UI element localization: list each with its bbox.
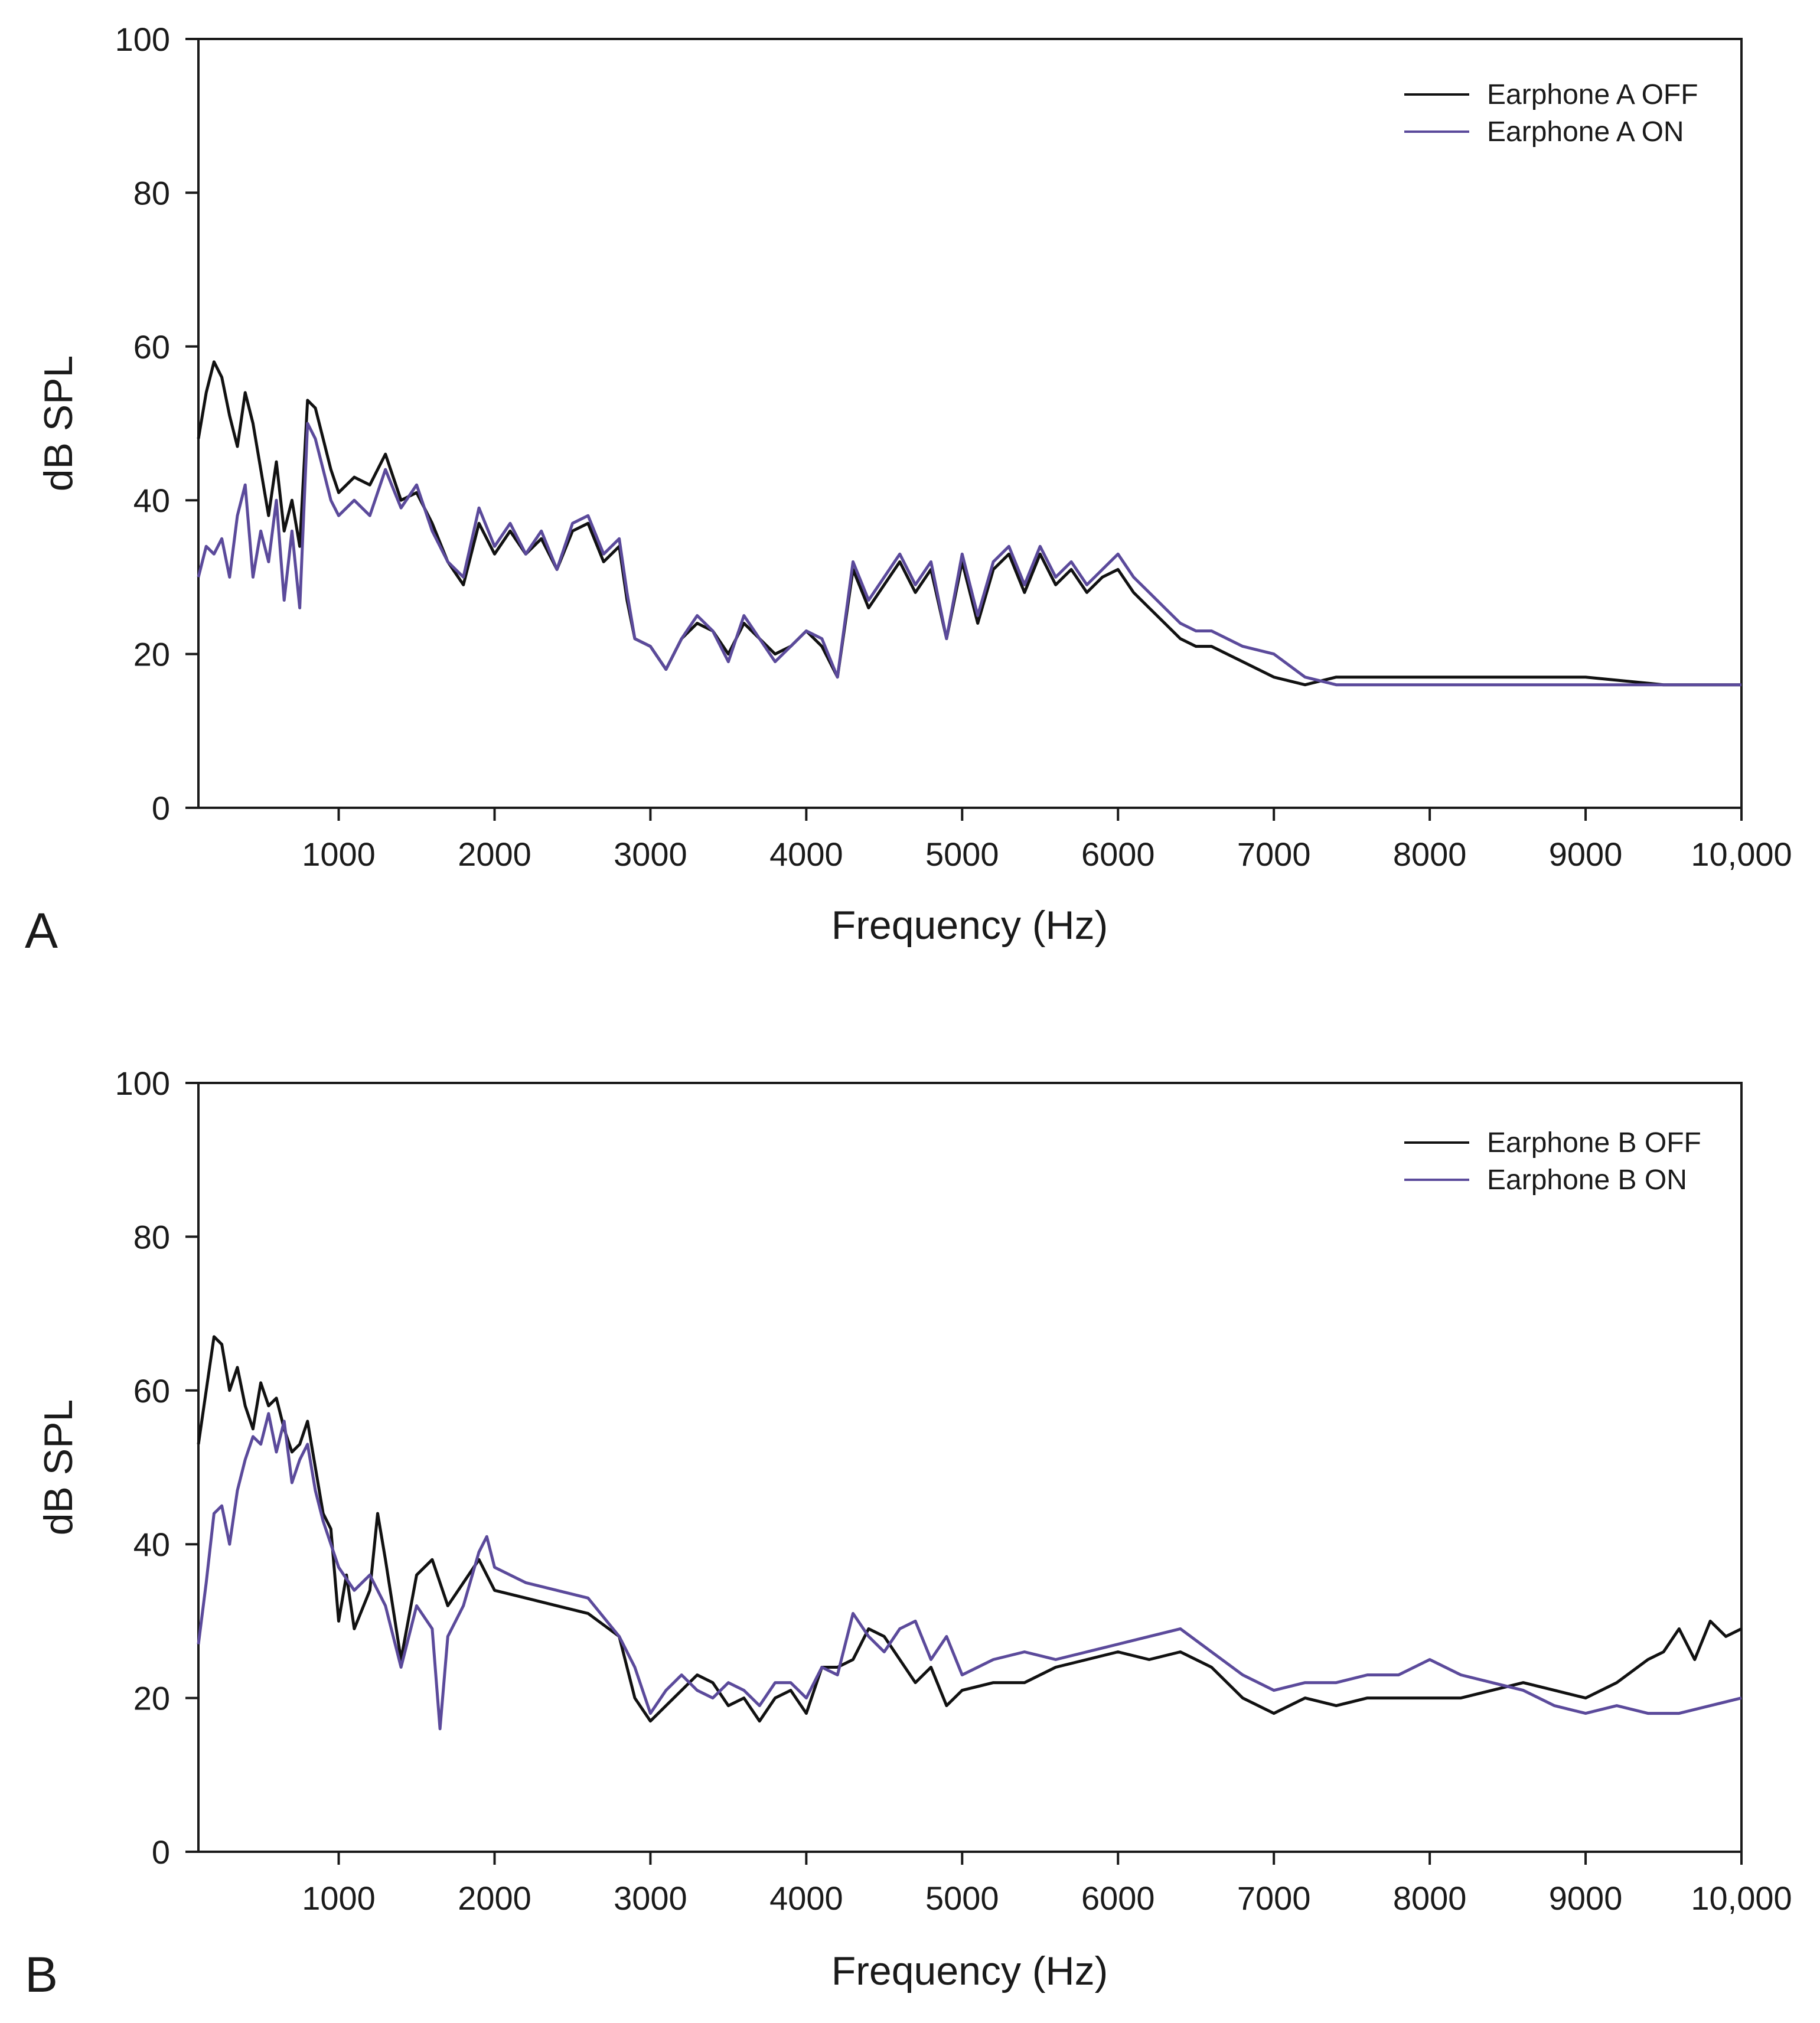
legend-label-on: Earphone A ON (1487, 116, 1684, 148)
x-tick-label: 6000 (1081, 836, 1155, 873)
y-axis-title: dB SPL (36, 355, 81, 492)
x-tick-label: 8000 (1393, 836, 1467, 873)
y-tick-label: 80 (133, 1218, 170, 1255)
legend-label-on: Earphone B ON (1487, 1164, 1687, 1196)
x-tick-label: 5000 (925, 1880, 999, 1917)
x-tick-label: 3000 (614, 1880, 687, 1917)
series-line-earphone-a-off (197, 360, 1741, 687)
legend: Earphone A OFF Earphone A ON (1404, 79, 1698, 148)
series-layer (197, 1335, 1743, 1731)
x-tick-label: 4000 (769, 836, 843, 873)
y-axis: 0 20 40 60 80 100 (115, 21, 198, 827)
x-axis: 1000 2000 3000 4000 5000 6000 7000 8000 9000 10,0… (302, 808, 1792, 873)
x-tick-label: 2000 (458, 836, 531, 873)
x-tick-label: 7000 (1237, 836, 1311, 873)
plot-frame (197, 38, 1743, 809)
y-tick-label: 20 (133, 636, 170, 673)
y-axis-title: dB SPL (36, 1399, 81, 1536)
series-line-earphone-b-off (197, 1335, 1743, 1723)
y-tick-label: 60 (133, 1372, 170, 1409)
x-tick-label: 9000 (1549, 1880, 1623, 1917)
y-axis: 0 20 40 60 80 100 (115, 1065, 198, 1871)
y-tick-label: 20 (133, 1680, 170, 1717)
series-line-earphone-b-on (197, 1412, 1742, 1731)
y-tick-label: 40 (133, 482, 170, 519)
x-tick-label: 4000 (769, 1880, 843, 1917)
panel-label: B (25, 1947, 58, 2002)
chart-panel-b: 0 20 40 60 80 100 1000 2000 3000 4000 5000 6000 700… (25, 1065, 1792, 2002)
x-tick-label: 2000 (458, 1880, 531, 1917)
legend: Earphone B OFF Earphone B ON (1404, 1127, 1701, 1196)
y-tick-label: 0 (152, 789, 170, 827)
x-tick-label: 6000 (1081, 1880, 1155, 1917)
x-axis-title: Frequency (Hz) (831, 903, 1108, 948)
x-tick-label: 10,000 (1691, 836, 1792, 873)
series-layer (197, 360, 1741, 687)
x-tick-label: 9000 (1549, 836, 1623, 873)
chart-panel-a: 0 20 40 60 80 100 1000 2000 3000 4000 5000 6000 700… (25, 21, 1792, 958)
y-tick-label: 80 (133, 174, 170, 211)
x-tick-label: 1000 (302, 836, 376, 873)
x-tick-label: 8000 (1393, 1880, 1467, 1917)
x-axis-title: Frequency (Hz) (831, 1949, 1108, 1993)
y-tick-label: 0 (152, 1833, 170, 1871)
x-tick-label: 10,000 (1691, 1880, 1792, 1917)
y-tick-label: 60 (133, 328, 170, 366)
x-tick-label: 1000 (302, 1880, 376, 1917)
x-tick-label: 3000 (614, 836, 687, 873)
x-axis: 1000 2000 3000 4000 5000 6000 7000 8000 9000 10,0… (302, 1852, 1792, 1917)
plot-frame (197, 1082, 1743, 1853)
legend-label-off: Earphone B OFF (1487, 1127, 1701, 1159)
y-tick-label: 40 (133, 1526, 170, 1563)
legend-label-off: Earphone A OFF (1487, 79, 1698, 110)
x-tick-label: 5000 (925, 836, 999, 873)
series-line-earphone-a-on (197, 422, 1741, 687)
y-tick-label: 100 (115, 1065, 170, 1102)
panel-label: A (25, 903, 58, 958)
x-tick-label: 7000 (1237, 1880, 1311, 1917)
y-tick-label: 100 (115, 21, 170, 58)
